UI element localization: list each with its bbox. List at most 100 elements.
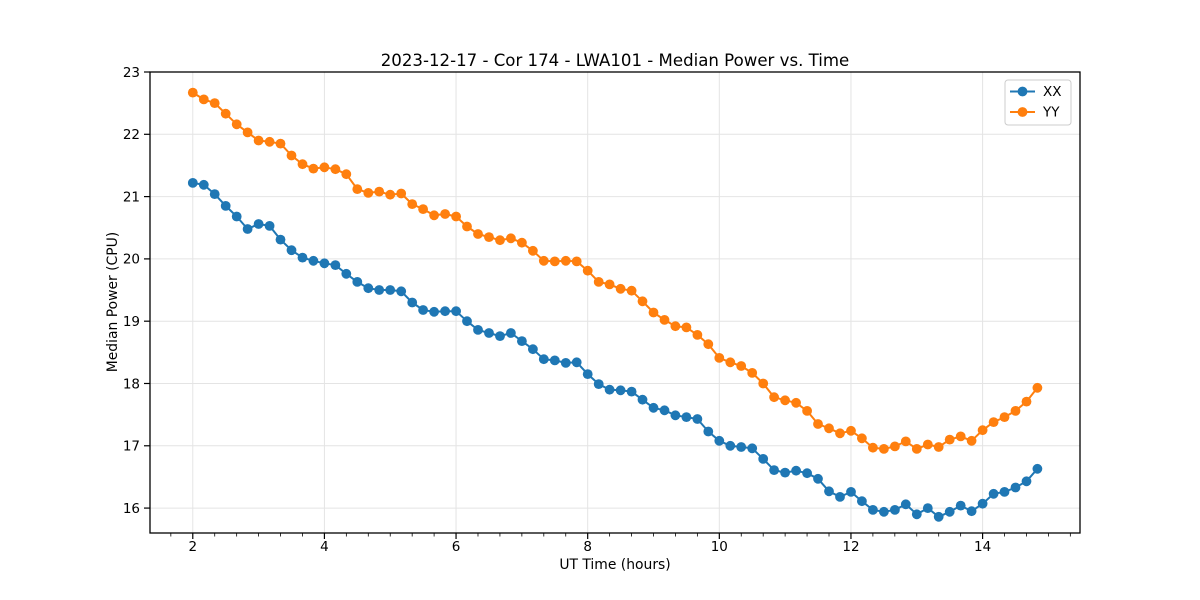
data-point-XX [1010, 482, 1021, 493]
data-point-XX [473, 325, 483, 335]
data-point-XX [780, 467, 790, 478]
x-tick-label: 14 [974, 539, 991, 555]
data-point-YY [264, 136, 275, 147]
data-point-YY [473, 229, 483, 239]
data-point-XX [813, 473, 823, 484]
data-point-YY [484, 232, 494, 243]
data-point-XX [462, 316, 472, 327]
data-point-YY [1021, 396, 1032, 407]
data-point-YY [648, 307, 659, 318]
axes-spines [149, 71, 1081, 534]
data-point-YY [429, 210, 439, 221]
data-point-XX [418, 305, 428, 315]
data-point-YY [451, 211, 461, 222]
data-point-XX [363, 283, 374, 294]
x-tick-label: 4 [320, 539, 329, 555]
data-point-XX [517, 336, 527, 346]
chart-title: 2023-12-17 - Cor 174 - LWA101 - Median P… [380, 51, 850, 70]
data-point-XX [506, 328, 516, 338]
data-point-XX [440, 306, 450, 317]
data-point-XX [692, 414, 703, 424]
data-point-YY [890, 441, 900, 452]
legend-label-YY: YY [1042, 105, 1060, 121]
data-point-XX [944, 506, 955, 517]
data-point-XX [626, 386, 637, 397]
y-tick-label: 16 [123, 501, 140, 517]
data-point-YY [824, 423, 834, 434]
data-point-YY [407, 199, 418, 210]
data-point-YY [582, 265, 593, 276]
data-point-YY [999, 412, 1010, 422]
data-point-YY [506, 233, 516, 244]
data-point-XX [670, 410, 681, 421]
y-tick-label: 23 [123, 65, 140, 81]
data-point-YY [911, 444, 922, 454]
data-point-XX [725, 440, 736, 451]
data-point-XX [911, 509, 922, 520]
data-point-YY [396, 188, 407, 199]
data-point-YY [780, 395, 790, 406]
data-point-YY [879, 444, 889, 454]
data-point-YY [604, 279, 615, 290]
y-tick-label: 22 [123, 127, 140, 143]
data-point-XX [988, 488, 999, 499]
data-point-YY [231, 119, 242, 130]
data-point-YY [802, 406, 812, 416]
data-point-XX [528, 344, 538, 355]
data-point-YY [220, 108, 231, 119]
data-point-YY [418, 204, 428, 215]
x-tick-label: 8 [583, 539, 592, 555]
data-point-XX [791, 465, 801, 476]
data-point-XX [209, 189, 220, 200]
data-point-XX [857, 496, 867, 507]
y-tick-label: 20 [123, 252, 140, 268]
data-point-YY [769, 392, 779, 403]
data-point-XX [977, 498, 988, 509]
data-point-YY [736, 361, 747, 371]
data-point-YY [922, 439, 933, 450]
data-point-YY [297, 159, 308, 170]
data-point-XX [648, 402, 659, 413]
data-point-XX [900, 499, 911, 510]
data-point-YY [187, 87, 198, 98]
data-point-YY [703, 339, 714, 350]
data-point-YY [517, 237, 527, 248]
data-point-YY [308, 163, 319, 174]
x-tick-label: 6 [452, 539, 461, 555]
y-tick-label: 19 [123, 314, 140, 330]
data-point-YY [198, 94, 209, 105]
data-point-XX [275, 234, 286, 245]
data-point-YY [900, 436, 911, 447]
data-point-XX [560, 358, 571, 368]
data-point-YY [330, 164, 341, 175]
data-point-YY [374, 186, 385, 197]
data-point-YY [977, 425, 988, 436]
data-point-XX [451, 306, 461, 317]
data-point-XX [999, 487, 1010, 497]
y-tick-label: 17 [123, 439, 140, 455]
data-point-YY [495, 235, 505, 246]
data-point-YY [857, 433, 867, 444]
data-point-XX [374, 285, 385, 295]
data-point-YY [944, 434, 955, 445]
data-point-YY [758, 378, 769, 389]
data-point-YY [275, 138, 286, 149]
data-point-YY [955, 431, 966, 442]
data-point-XX [286, 245, 297, 256]
data-point-YY [549, 256, 560, 267]
data-point-XX [966, 506, 977, 517]
x-tick-label: 10 [711, 539, 728, 555]
data-point-YY [209, 98, 220, 108]
data-point-XX [879, 506, 889, 517]
data-point-YY [440, 209, 450, 219]
data-point-YY [352, 184, 363, 195]
data-point-XX [1032, 463, 1043, 474]
data-point-XX [198, 179, 209, 190]
data-point-YY [988, 417, 999, 427]
data-point-XX [604, 384, 615, 395]
data-point-XX [549, 355, 560, 366]
data-point-XX [769, 465, 779, 475]
data-point-XX [571, 357, 582, 368]
data-point-XX [538, 354, 549, 365]
